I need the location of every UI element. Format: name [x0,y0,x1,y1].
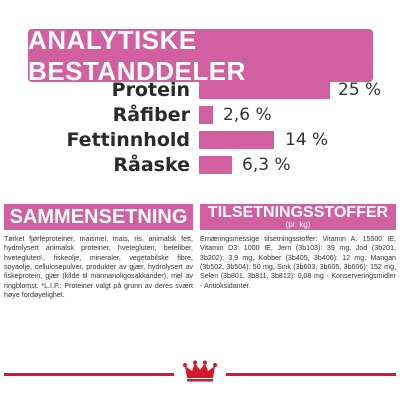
brand-rule-left [4,373,174,376]
analysis-value: 6,3 % [242,155,291,175]
analysis-value: 25 % [338,80,382,100]
analysis-title: ANALYTISKE BESTANDDELER [28,24,246,86]
royal-canin-crown-icon [183,360,217,382]
analysis-title-band: ANALYTISKE BESTANDDELER [28,25,373,86]
analysis-label: Råfiber [112,104,190,126]
analysis-row-raaske: Råaske 6,3 % [0,153,400,177]
additives-subtitle: (pr. kg) [285,219,311,229]
analysis-row-protein: Protein 25 % [0,78,400,102]
analysis-label: Råaske [113,154,190,176]
analysis-value: 14 % [285,130,329,150]
composition-heading: SAMMENSETNING [4,204,193,230]
analysis-row-rafiber: Råfiber 2,6 % [0,103,400,127]
analysis-row-fettinnhold: Fettinnhold 14 % [0,128,400,152]
analysis-bar [199,131,274,149]
composition-title: SAMMENSETNING [9,205,188,228]
analysis-bar [199,156,232,174]
analysis-value: 2,6 % [223,105,272,125]
analysis-bar [199,81,330,99]
additives-heading: TILSETNINGSSTOFFER (pr. kg) [200,204,396,230]
additives-title: TILSETNINGSSTOFFER [207,203,389,221]
composition-text: Tørket fjørfeproteiner, maismel, mais, r… [4,235,193,300]
brand-rule-right [226,373,396,376]
additives-text: Ernæringsmessige tilsetningsstoffer: Vit… [200,235,396,290]
analysis-label: Protein [111,79,190,101]
analysis-bar [199,106,213,124]
analysis-label: Fettinnhold [66,129,190,151]
